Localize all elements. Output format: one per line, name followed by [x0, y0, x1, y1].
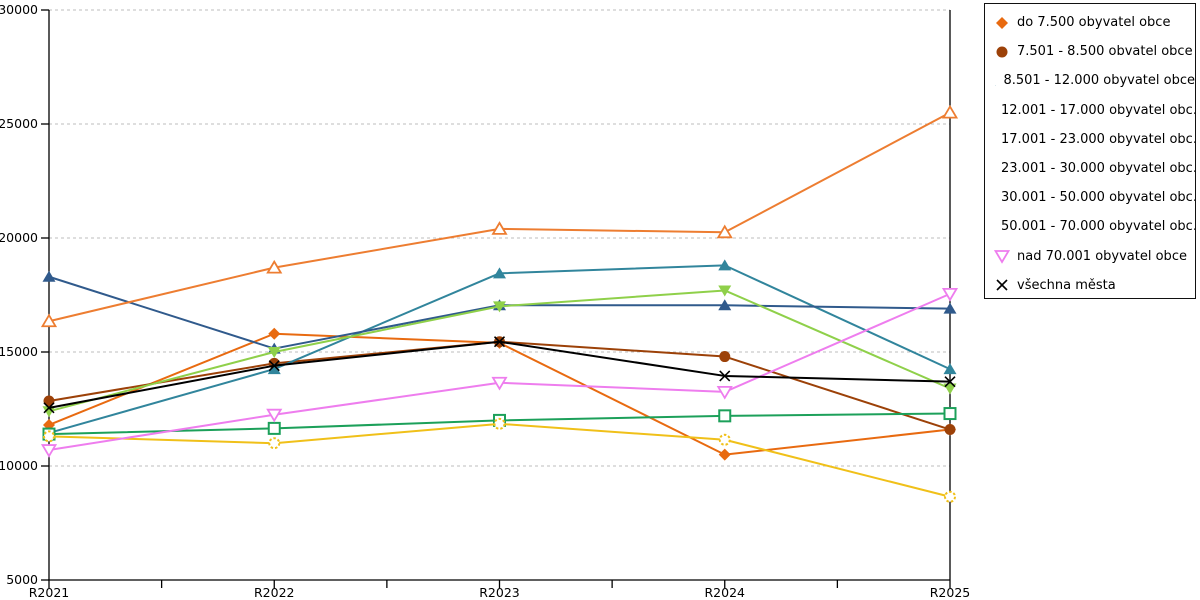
diamond-filled-legend-icon: [996, 16, 1008, 29]
y-tick-label: 25000: [0, 116, 38, 131]
y-tick-label: 15000: [0, 344, 38, 359]
triangle-up-marker-icon: [267, 363, 281, 375]
legend-item-1: 7.501 - 8.500 obvatel obce: [985, 37, 1195, 66]
circle-marker-icon: [43, 395, 55, 407]
triangle-up-open-marker-icon: [266, 259, 283, 274]
x-tick-label: R2022: [254, 585, 295, 600]
x-legend-icon: [996, 279, 1008, 291]
legend-label: 12.001 - 17.000 obyvatel obc...: [1001, 102, 1195, 118]
diamond-marker-icon: [268, 327, 281, 340]
legend-label: 7.501 - 8.500 obvatel obce: [1017, 44, 1193, 60]
legend-item-4: 17.001 - 23.000 obyvatel obc...: [985, 125, 1195, 154]
legend-label: 8.501 - 12.000 obyvatel obce: [1003, 73, 1195, 89]
series-4: [42, 285, 957, 418]
triangle-down-open-marker-icon: [266, 408, 283, 423]
legend-item-0: do 7.500 obyvatel obce: [985, 8, 1195, 37]
circle-filled-legend-icon: [996, 46, 1008, 58]
triangle-up-marker-icon: [42, 270, 56, 282]
legend-item-8: nad 70.001 obyvatel obce: [985, 242, 1195, 271]
triangle-down-marker-icon: [267, 347, 281, 358]
x-tick-label: R2023: [479, 585, 520, 600]
legend-item-7: 50.001 - 70.000 obyvatel obc...: [985, 212, 1195, 241]
triangle-down-open-marker-icon: [491, 376, 508, 391]
legend-label: 50.001 - 70.000 obyvatel obc...: [1001, 219, 1195, 235]
legend-label: nad 70.001 obyvatel obce: [1017, 248, 1187, 264]
x-marker-icon: [719, 370, 731, 382]
legend-label: 17.001 - 23.000 obyvatel obc...: [1001, 131, 1195, 147]
circle-open-marker-icon: [493, 417, 506, 430]
triangle-down-open-marker-icon: [40, 444, 58, 458]
triangle-up-open-marker-icon: [491, 221, 508, 235]
triangle-down-marker-icon: [943, 383, 957, 395]
x-tick-label: R2021: [29, 585, 70, 600]
series-6: [43, 417, 956, 503]
square-open-marker-icon: [718, 409, 732, 423]
chart-legend: do 7.500 obyvatel obce 7.501 - 8.500 obva…: [984, 3, 1196, 299]
series-7: [40, 104, 959, 328]
y-tick-label: 20000: [0, 230, 38, 245]
square-open-marker-icon: [943, 407, 957, 421]
triangle-up-filled-legend-icon: [995, 84, 997, 86]
triangle-down-open-legend-icon: [994, 250, 1010, 264]
circle-marker-icon: [996, 46, 1008, 58]
legend-label: 30.001 - 50.000 obyvatel obc...: [1001, 190, 1195, 206]
square-open-marker-icon: [267, 421, 281, 435]
y-tick-label: 5000: [6, 572, 38, 587]
legend-label: do 7.500 obyvatel obce: [1017, 15, 1171, 31]
circle-marker-icon: [944, 424, 956, 436]
series-line: [48, 264, 951, 434]
x-marker-icon: [996, 279, 1008, 291]
circle-open-marker-icon: [944, 490, 956, 503]
legend-item-2: 8.501 - 12.000 obyvatel obce: [985, 66, 1195, 95]
series-line: [48, 111, 951, 323]
triangle-up-marker-icon: [943, 302, 957, 314]
legend-item-9: všechna města: [985, 271, 1195, 300]
y-tick-label: 30000: [0, 2, 38, 17]
circle-open-marker-icon: [43, 430, 55, 443]
x-tick-label: R2025: [930, 585, 971, 600]
legend-label: 23.001 - 30.000 obyvatel obc...: [1001, 161, 1195, 177]
series-9: [43, 336, 956, 414]
diamond-marker-icon: [996, 16, 1008, 29]
legend-item-3: 12.001 - 17.000 obyvatel obc...: [985, 96, 1195, 125]
triangle-up-marker-icon: [943, 363, 957, 375]
x-marker-icon: [493, 336, 506, 348]
legend-item-5: 23.001 - 30.000 obyvatel obc...: [985, 154, 1195, 183]
triangle-up-marker-icon: [493, 267, 506, 279]
series-line: [48, 422, 951, 498]
triangle-down-open-marker-icon: [716, 385, 733, 400]
series-8: [40, 287, 959, 458]
circle-marker-icon: [719, 351, 731, 363]
triangle-down-open-marker-icon: [941, 287, 959, 302]
triangle-down-marker-icon: [493, 301, 506, 313]
triangle-up-marker-icon: [718, 299, 732, 311]
triangle-up-open-marker-icon: [40, 313, 58, 328]
y-tick-label: 10000: [0, 458, 38, 473]
circle-open-marker-icon: [268, 437, 281, 450]
x-marker-icon: [43, 402, 55, 414]
triangle-down-open-marker-icon: [994, 250, 1010, 264]
x-marker-icon: [944, 376, 956, 388]
legend-item-6: 30.001 - 50.000 obyvatel obc...: [985, 183, 1195, 212]
triangle-up-open-marker-icon: [941, 104, 959, 119]
triangle-down-marker-icon: [718, 285, 732, 297]
diamond-marker-icon: [718, 448, 731, 461]
circle-open-marker-icon: [718, 433, 731, 446]
triangle-up-marker-icon: [718, 259, 732, 271]
triangle-up-open-marker-icon: [716, 224, 733, 239]
triangle-up-marker-icon: [995, 84, 997, 86]
legend-label: všechna města: [1017, 277, 1116, 293]
x-tick-label: R2024: [705, 585, 746, 600]
triangle-down-marker-icon: [42, 406, 56, 418]
x-marker-icon: [268, 360, 280, 372]
